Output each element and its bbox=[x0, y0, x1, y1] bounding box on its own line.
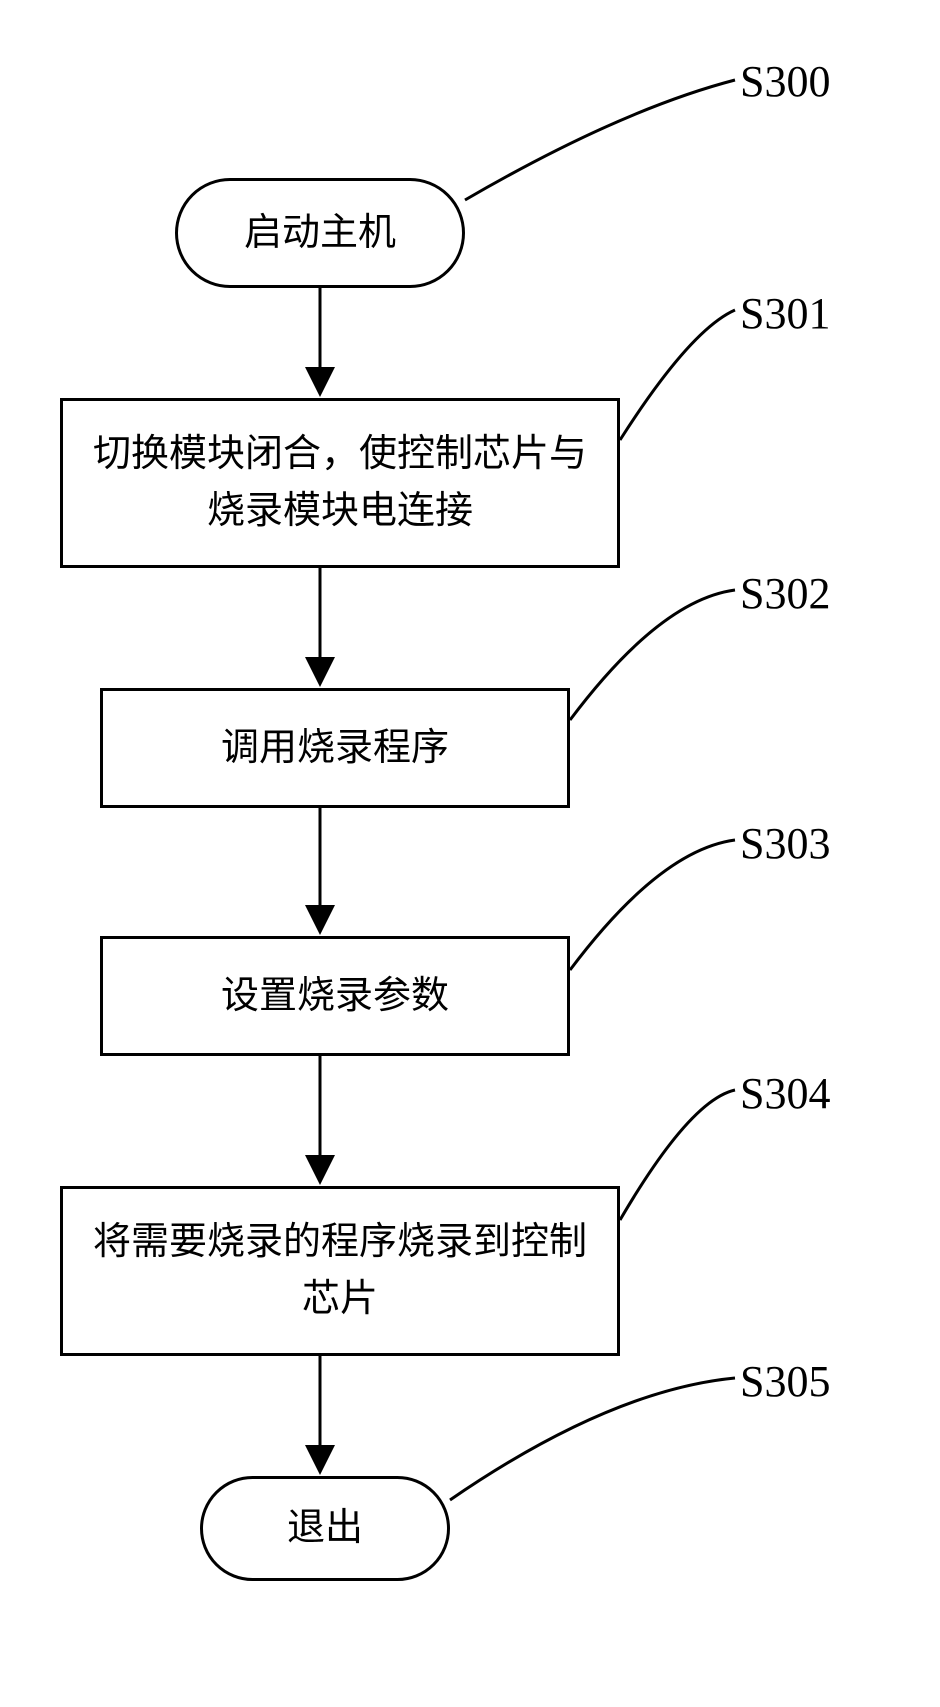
flowchart-process-node: 将需要烧录的程序烧录到控制芯片 bbox=[60, 1186, 620, 1356]
node-text: 将需要烧录的程序烧录到控制芯片 bbox=[93, 1214, 587, 1328]
step-label-text: S305 bbox=[740, 1357, 830, 1406]
node-text: 调用烧录程序 bbox=[221, 720, 449, 777]
step-label: S305 bbox=[740, 1356, 830, 1407]
step-label: S302 bbox=[740, 568, 830, 619]
step-label: S303 bbox=[740, 818, 830, 869]
flowchart-container: 启动主机 切换模块闭合，使控制芯片与烧录模块电连接 调用烧录程序 设置烧录参数 … bbox=[0, 0, 940, 1707]
node-text: 退出 bbox=[287, 1500, 363, 1557]
flowchart-end-node: 退出 bbox=[200, 1476, 450, 1581]
node-text: 切换模块闭合，使控制芯片与烧录模块电连接 bbox=[93, 426, 587, 540]
node-text: 设置烧录参数 bbox=[221, 968, 449, 1025]
flowchart-start-node: 启动主机 bbox=[175, 178, 465, 288]
step-label-text: S302 bbox=[740, 569, 830, 618]
step-label: S304 bbox=[740, 1068, 830, 1119]
node-text: 启动主机 bbox=[244, 205, 396, 262]
step-label-text: S304 bbox=[740, 1069, 830, 1118]
step-label: S300 bbox=[740, 56, 830, 107]
flowchart-process-node: 调用烧录程序 bbox=[100, 688, 570, 808]
flowchart-process-node: 切换模块闭合，使控制芯片与烧录模块电连接 bbox=[60, 398, 620, 568]
step-label: S301 bbox=[740, 288, 830, 339]
step-label-text: S303 bbox=[740, 819, 830, 868]
flowchart-process-node: 设置烧录参数 bbox=[100, 936, 570, 1056]
step-label-text: S300 bbox=[740, 57, 830, 106]
step-label-text: S301 bbox=[740, 289, 830, 338]
